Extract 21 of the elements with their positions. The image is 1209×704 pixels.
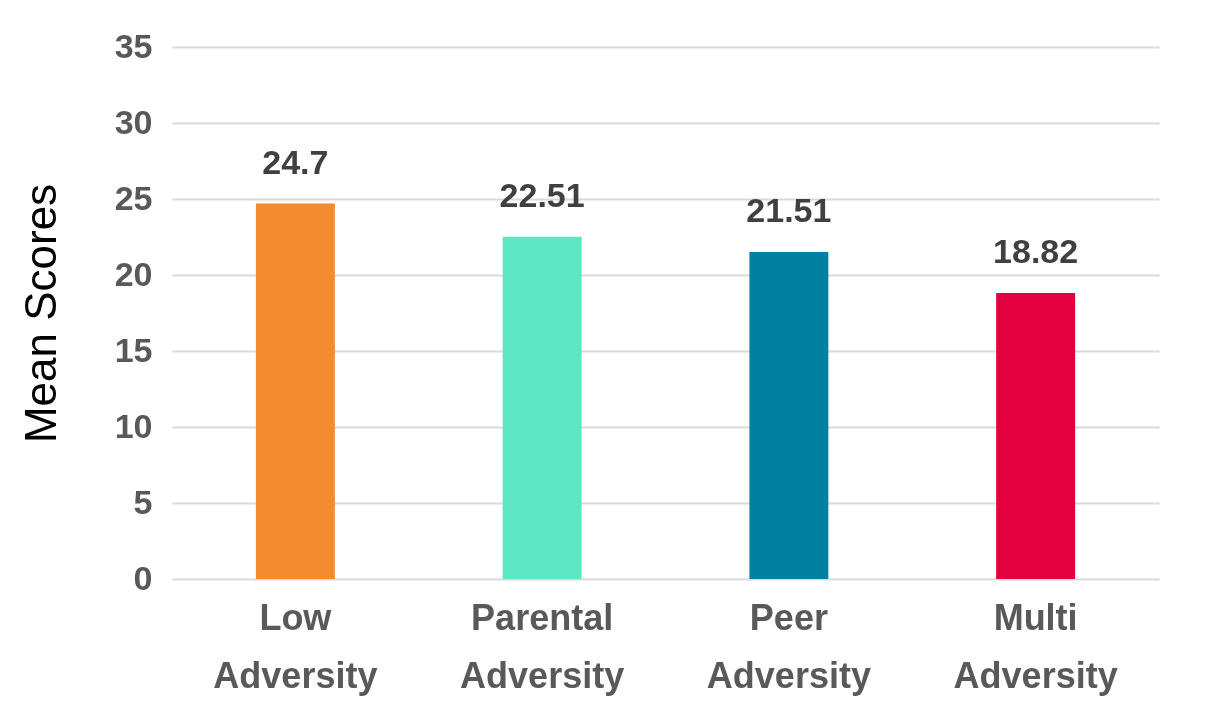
y-tick-label: 15 — [114, 330, 153, 369]
y-tick-label: 5 — [133, 482, 153, 521]
data-label: 21.51 — [746, 191, 832, 230]
bar — [255, 203, 335, 579]
y-tick-label: 35 — [114, 26, 153, 65]
x-tick-label: Multi Adversity — [953, 596, 1118, 696]
data-label: 22.51 — [499, 175, 585, 214]
x-tick-label: Parental Adversity — [460, 596, 625, 696]
x-tick-label: Low Adversity — [213, 596, 378, 696]
data-label: 24.7 — [262, 142, 329, 181]
y-tick-label: 25 — [114, 178, 153, 217]
y-tick-label: 10 — [114, 406, 153, 445]
y-tick-label: 0 — [133, 558, 153, 597]
x-tick-label: Peer Adversity — [706, 596, 871, 696]
bar — [502, 236, 582, 579]
y-axis-title: Mean Scores — [15, 183, 65, 444]
y-tick-label: 30 — [114, 102, 153, 141]
bar — [749, 252, 829, 579]
data-label: 18.82 — [993, 231, 1079, 270]
y-tick-label: 20 — [114, 254, 153, 293]
bar — [996, 292, 1076, 579]
